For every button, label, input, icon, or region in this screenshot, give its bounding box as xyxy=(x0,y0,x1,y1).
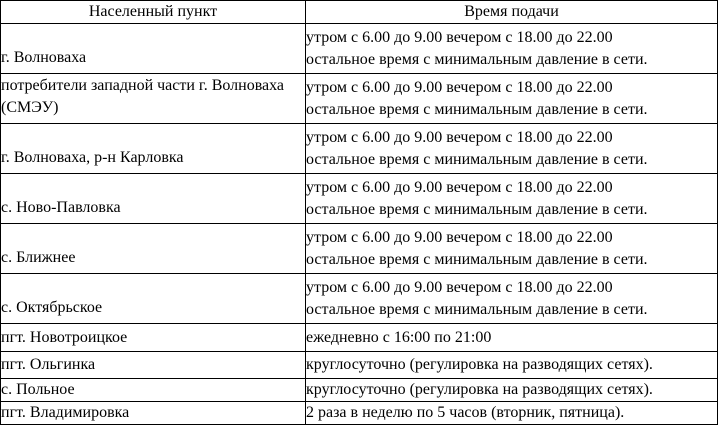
time-line: остальное время с минимальным давление в… xyxy=(306,250,648,268)
time-line: круглосуточно (регулировка на разводящих… xyxy=(306,381,653,398)
time-line: круглосуточно (регулировка на разводящих… xyxy=(306,356,653,373)
table-row: пгт. Ольгинка круглосуточно (регулировка… xyxy=(0,351,718,379)
table-row: с. Октябрьское утром с 6.00 до 9.00 вече… xyxy=(0,273,718,324)
settlement-cell: с. Октябрьское xyxy=(0,273,306,324)
table-row: пгт. Владимировка 2 раза в неделю по 5 ч… xyxy=(0,401,718,425)
header-settlement: Населенный пункт xyxy=(0,0,306,24)
header-row: Населенный пункт Время подачи xyxy=(0,0,718,24)
table-row: г. Волноваха, р-н Карловка утром с 6.00 … xyxy=(0,123,718,174)
time-line: остальное время с минимальным давление в… xyxy=(306,50,648,68)
time-line: ежедневно с 16:00 по 21:00 xyxy=(306,328,492,346)
time-line: утром с 6.00 до 9.00 вечером с 18.00 до … xyxy=(306,178,613,196)
time-cell: утром с 6.00 до 9.00 вечером с 18.00 до … xyxy=(305,123,718,174)
time-cell: утром с 6.00 до 9.00 вечером с 18.00 до … xyxy=(305,173,718,224)
time-cell: утром с 6.00 до 9.00 вечером с 18.00 до … xyxy=(305,73,718,124)
settlement-cell: пгт. Владимировка xyxy=(0,401,306,425)
settlement-cell: потребители западной части г. Волноваха … xyxy=(0,73,306,124)
time-line: утром с 6.00 до 9.00 вечером с 18.00 до … xyxy=(306,228,613,246)
time-cell: круглосуточно (регулировка на разводящих… xyxy=(305,351,718,379)
settlement-cell: с. Ближнее xyxy=(0,223,306,274)
time-line: остальное время с минимальным давление в… xyxy=(306,100,648,118)
time-cell: утром с 6.00 до 9.00 вечером с 18.00 до … xyxy=(305,223,718,274)
time-line: утром с 6.00 до 9.00 вечером с 18.00 до … xyxy=(306,278,613,296)
time-cell: утром с 6.00 до 9.00 вечером с 18.00 до … xyxy=(305,273,718,324)
table-row: г. Волноваха утром с 6.00 до 9.00 вечеро… xyxy=(0,23,718,74)
table-row: потребители западной части г. Волноваха … xyxy=(0,73,718,124)
table-row: пгт. Новотроицкое ежедневно с 16:00 по 2… xyxy=(0,323,718,352)
time-line: утром с 6.00 до 9.00 вечером с 18.00 до … xyxy=(306,78,613,96)
settlement-cell: г. Волноваха xyxy=(0,23,306,74)
time-line: остальное время с минимальным давление в… xyxy=(306,150,648,168)
settlement-cell: пгт. Новотроицкое xyxy=(0,323,306,352)
settlement-cell: с. Польное xyxy=(0,378,306,402)
table-row: с. Ближнее утром с 6.00 до 9.00 вечером … xyxy=(0,223,718,274)
settlement-cell: с. Ново-Павловка xyxy=(0,173,306,224)
header-time: Время подачи xyxy=(305,0,718,24)
time-cell: утром с 6.00 до 9.00 вечером с 18.00 до … xyxy=(305,23,718,74)
table-row: с. Польное круглосуточно (регулировка на… xyxy=(0,378,718,402)
time-line: утром с 6.00 до 9.00 вечером с 18.00 до … xyxy=(306,28,613,46)
settlement-cell: пгт. Ольгинка xyxy=(0,351,306,379)
time-cell: ежедневно с 16:00 по 21:00 xyxy=(305,323,718,352)
time-line: остальное время с минимальным давление в… xyxy=(306,200,648,218)
time-cell: 2 раза в неделю по 5 часов (вторник, пят… xyxy=(305,401,718,425)
time-line: остальное время с минимальным давление в… xyxy=(306,300,648,318)
table-row: с. Ново-Павловка утром с 6.00 до 9.00 ве… xyxy=(0,173,718,224)
settlement-cell: г. Волноваха, р-н Карловка xyxy=(0,123,306,174)
time-line: 2 раза в неделю по 5 часов (вторник, пят… xyxy=(306,404,625,421)
time-cell: круглосуточно (регулировка на разводящих… xyxy=(305,378,718,402)
time-line: утром с 6.00 до 9.00 вечером с 18.00 до … xyxy=(306,128,613,146)
